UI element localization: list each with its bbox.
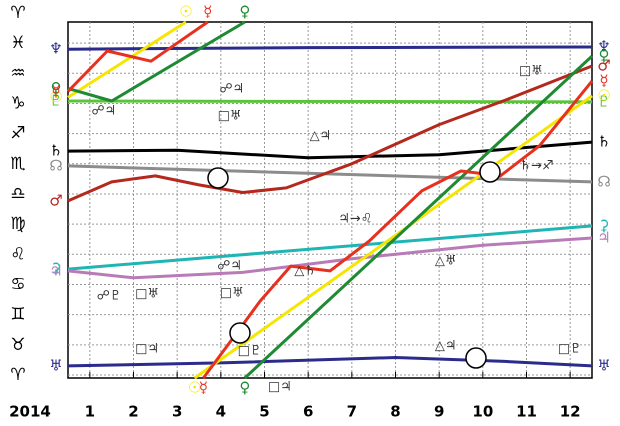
year-label: 2014 — [9, 403, 51, 421]
series-label: ⚳ — [51, 260, 62, 278]
series-label: ♀ — [599, 47, 610, 65]
eclipse-marker — [479, 161, 501, 183]
series-line — [67, 20, 593, 380]
annotation: ♃→♌ — [338, 212, 372, 227]
y-tick-label: ♈ — [10, 365, 25, 385]
series-label: ☉ — [179, 3, 192, 21]
series-label: ☿ — [599, 72, 608, 90]
x-tick-label: 5 — [259, 403, 269, 421]
series-line — [67, 20, 594, 380]
annotation: △♅ — [435, 253, 457, 268]
series-line — [67, 99, 593, 104]
annotation: △♃ — [310, 129, 332, 144]
grid — [68, 22, 592, 378]
annotation: △♄ — [294, 263, 316, 278]
x-tick-label: 3 — [172, 403, 182, 421]
y-tick-label: ♍ — [10, 214, 25, 234]
series-label: ☉ — [188, 379, 201, 397]
eclipse-marker — [229, 322, 251, 344]
series-label: ♅ — [49, 356, 62, 374]
series-label: ♄ — [49, 142, 62, 160]
x-tick-label: 7 — [347, 403, 357, 421]
series-label: ☉ — [597, 86, 610, 104]
annotation: □♅ — [218, 109, 242, 124]
series-line — [66, 20, 594, 379]
series-label: ⚳ — [599, 216, 610, 234]
series-label: ♆ — [597, 38, 610, 56]
annotation: □♃ — [135, 342, 159, 357]
series-label: ☿ — [199, 379, 208, 397]
eclipse-marker — [207, 167, 229, 189]
series-label: ♂ — [597, 57, 610, 75]
x-tick-label: 2 — [128, 403, 138, 421]
lines — [66, 20, 594, 380]
series-label: ♇ — [49, 92, 62, 110]
y-tick-label: ♒ — [10, 63, 25, 83]
annotation: □♅ — [220, 285, 244, 300]
y-tick-label: ♑ — [10, 93, 25, 113]
series-label: ☿ — [51, 82, 60, 100]
annotation: □♇ — [558, 342, 582, 357]
series-line — [67, 356, 593, 368]
labels: ♈♉♊♋♌♍♎♏♐♑♒♓♈1 2 3 4 5 6 7 8 9 10 11 12♆ ♆♇ ♇♄♄☊☊⚳⚳♃♃… — [10, 3, 610, 421]
annotation: ☍♇ — [97, 288, 122, 303]
y-tick-label: ♉ — [10, 335, 25, 355]
series-label: ☉ — [49, 88, 62, 106]
y-tick-label: ♏ — [10, 154, 25, 174]
x-tick-label: 10 — [472, 403, 493, 421]
y-tick-label: ♋ — [10, 274, 25, 294]
annotation: ☍♃ — [217, 259, 242, 274]
annotation: □♅ — [135, 287, 159, 302]
eclipse-markers — [207, 161, 501, 369]
x-tick-label: 6 — [303, 403, 313, 421]
series-label: ♇ — [597, 92, 610, 110]
y-tick-label: ♐ — [10, 124, 25, 144]
series-label: ♃ — [49, 261, 62, 279]
y-tick-label: ♌ — [10, 244, 25, 264]
x-tick-label: 11 — [516, 403, 537, 421]
series-line — [67, 64, 593, 203]
series-label: ♃ — [597, 229, 610, 247]
x-tick-label: 12 — [560, 403, 581, 421]
series-label: ♄ — [597, 133, 610, 151]
series-label: ♀ — [51, 79, 62, 97]
annotation: □♅ — [519, 63, 543, 78]
series-label: ♀ — [239, 379, 250, 397]
y-tick-label: ♈ — [10, 3, 25, 23]
series-label: ♀ — [239, 3, 250, 21]
annotation: □♃ — [268, 380, 292, 395]
y-tick-label: ♊ — [10, 305, 25, 325]
annotation: □♇ — [238, 343, 262, 358]
series-label: ♅ — [597, 356, 610, 374]
annotation: ☍♃ — [219, 81, 244, 96]
annotation: △♃ — [435, 339, 457, 354]
series-label: ♂ — [49, 191, 62, 209]
eclipse-marker — [465, 347, 487, 369]
x-tick-label: 4 — [216, 403, 226, 421]
series-line — [67, 45, 593, 51]
y-tick-label: ♓ — [10, 33, 25, 53]
plot-frame — [67, 21, 593, 379]
y-tick-label: ♎ — [10, 184, 25, 204]
series-label: ☊ — [597, 172, 610, 190]
series-line — [67, 224, 593, 271]
series-label: ♆ — [49, 40, 62, 58]
series-label: ☿ — [203, 3, 212, 21]
x-tick-label: 8 — [390, 403, 400, 421]
x-tick-label: 1 — [85, 403, 95, 421]
annotation: ☍♃ — [91, 104, 116, 119]
annotation: ♄→♐ — [519, 158, 553, 173]
series-label: ☊ — [49, 156, 62, 174]
x-tick-label: 9 — [434, 403, 444, 421]
series-line — [67, 164, 593, 184]
